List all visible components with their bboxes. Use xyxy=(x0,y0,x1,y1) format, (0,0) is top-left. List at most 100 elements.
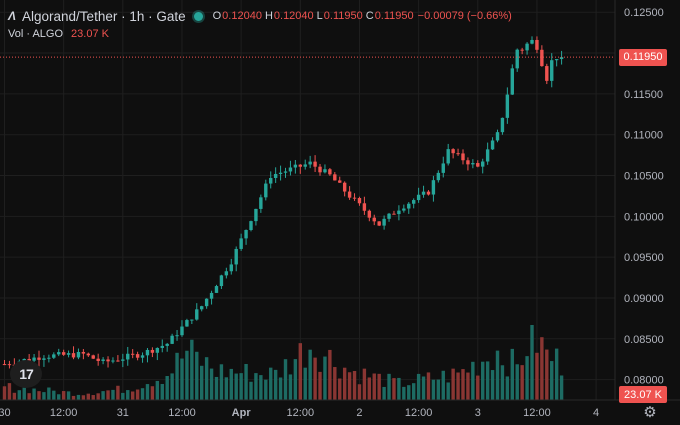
candle-body xyxy=(392,213,396,215)
volume-bar xyxy=(308,349,312,400)
candle-body xyxy=(165,343,169,346)
volume-bar xyxy=(421,376,426,400)
symbol-legend: Λ Algorand/Tether · 1h · Gate O 0.12040 H… xyxy=(8,6,512,26)
candle-body xyxy=(101,359,105,361)
time-tick-label: 30 xyxy=(0,407,11,419)
candle-body xyxy=(229,264,233,272)
candle-body xyxy=(155,347,160,353)
candle-body xyxy=(525,43,529,51)
volume-bar xyxy=(357,384,362,400)
candle-body xyxy=(298,164,302,167)
time-tick-label: 12:00 xyxy=(50,407,78,419)
volume-bar xyxy=(37,391,41,400)
volume-bar xyxy=(61,391,66,400)
candle-body xyxy=(471,163,475,165)
candle-body xyxy=(352,197,357,199)
time-tick-label: 4 xyxy=(593,407,599,419)
volume-bar xyxy=(367,377,372,400)
candle-body xyxy=(554,59,559,61)
candle-body xyxy=(426,191,431,195)
candle-body xyxy=(559,57,564,60)
candle-body xyxy=(259,197,263,209)
volume-bar xyxy=(535,352,539,400)
close-key: C xyxy=(365,10,374,22)
candle-body xyxy=(293,164,298,168)
volume-bar xyxy=(328,349,332,400)
time-axis[interactable]: 30 12:00 31 12:00 Apr 12:00 2 12:00 3 12:00 4 xyxy=(0,407,599,419)
gear-icon[interactable]: ⚙ xyxy=(643,404,657,421)
volume-bar xyxy=(352,370,357,400)
volume-bar xyxy=(180,358,184,400)
volume-bar xyxy=(204,357,209,400)
volume-bar xyxy=(254,373,258,400)
volume-bar xyxy=(490,370,495,400)
volume-bar xyxy=(318,371,322,400)
volume-bar xyxy=(76,394,81,400)
candle-body xyxy=(175,335,179,337)
candle-body xyxy=(550,60,554,81)
candle-body xyxy=(76,351,81,358)
volume-bar xyxy=(269,367,273,400)
volume-bar xyxy=(27,393,31,400)
candle-body xyxy=(86,353,91,356)
volume-bar xyxy=(219,364,224,400)
candle-body xyxy=(130,353,135,355)
symbol-title[interactable]: Algorand/Tether · 1h · Gate xyxy=(22,8,186,24)
candle-body xyxy=(190,319,194,321)
candle-body xyxy=(66,353,71,355)
candle-body xyxy=(47,357,51,359)
candle-body xyxy=(431,180,436,195)
volume-bar xyxy=(96,393,100,400)
candle-body xyxy=(145,349,150,356)
time-tick-label: 31 xyxy=(117,407,129,419)
price-tick-label: 0.09500 xyxy=(624,252,664,264)
volume-indicator-name[interactable]: Vol · ALGO xyxy=(8,28,64,40)
candle-body xyxy=(535,39,539,50)
volume-bar xyxy=(377,373,381,400)
candle-body xyxy=(234,248,238,265)
candle-body xyxy=(249,221,253,230)
volume-bar xyxy=(239,373,243,400)
tradingview-logo-icon[interactable]: 17 xyxy=(10,360,42,388)
last-price-tag: 0.11950 xyxy=(619,48,667,66)
candle-body xyxy=(170,335,174,344)
candle-body xyxy=(180,326,184,336)
volume-bar xyxy=(456,372,460,400)
volume-bar xyxy=(106,390,110,400)
time-tick-label: 12:00 xyxy=(405,407,433,419)
candle-body xyxy=(204,298,209,307)
candle-body xyxy=(140,355,145,358)
candle-body xyxy=(416,194,421,201)
volume-bar xyxy=(382,386,386,400)
volume-bar xyxy=(2,386,7,400)
volume-bar xyxy=(22,387,26,400)
volume-bar xyxy=(436,379,441,400)
volume-bar xyxy=(145,384,150,400)
candle-body xyxy=(219,275,224,287)
volume-bar xyxy=(505,376,510,400)
volume-bar xyxy=(461,369,465,400)
candle-body xyxy=(318,166,322,173)
candle-body xyxy=(37,357,41,360)
candle-body xyxy=(57,352,61,355)
candle-body xyxy=(323,169,327,173)
volume-bar xyxy=(545,349,549,400)
candle-body xyxy=(244,229,248,239)
volume-bar xyxy=(101,391,105,400)
candle-body xyxy=(495,132,500,141)
volume-bar xyxy=(17,390,21,400)
candle-body xyxy=(387,213,391,219)
time-tick-label: 12:00 xyxy=(523,407,551,419)
volume-bar xyxy=(313,357,317,400)
volume-bar xyxy=(520,365,524,400)
volume-bar xyxy=(150,386,155,400)
candle-body xyxy=(160,345,164,348)
candle-body xyxy=(239,238,243,249)
volume-bar xyxy=(554,348,559,400)
candle-body xyxy=(71,353,76,358)
candle-body xyxy=(456,153,460,155)
volume-bar xyxy=(135,389,140,400)
volume-bar xyxy=(416,373,421,400)
candle-body xyxy=(342,182,347,192)
